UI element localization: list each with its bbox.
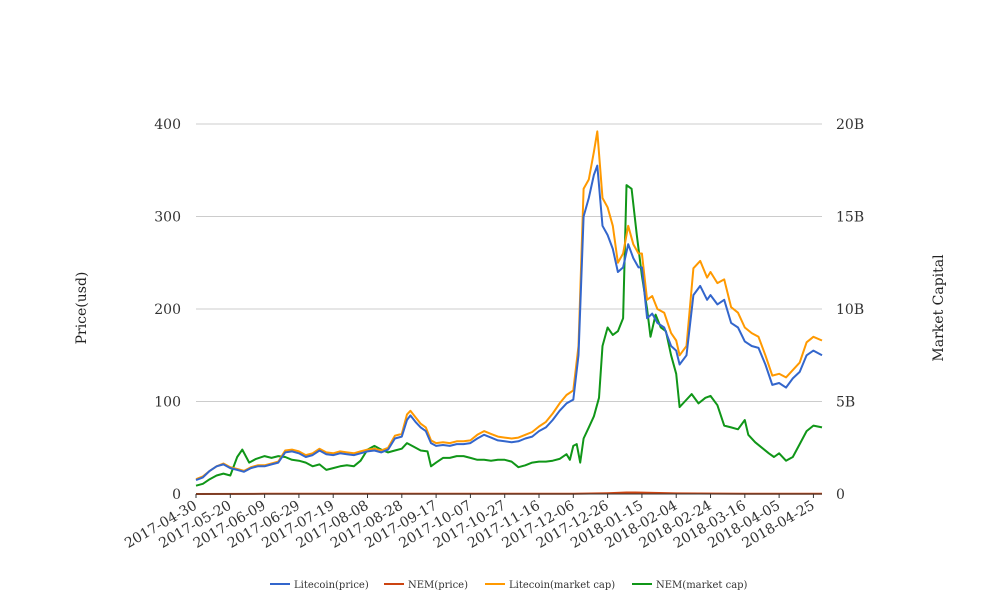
right-tick-label: 20B bbox=[836, 117, 864, 133]
left-tick-label: 200 bbox=[154, 302, 181, 318]
series-lines bbox=[195, 130, 823, 495]
right-axis-ticks: 0 5B 10B 15B 20B bbox=[836, 117, 864, 503]
left-tick-label: 100 bbox=[154, 395, 181, 411]
legend: Litecoin(price) NEM(price) Litecoin(market… bbox=[270, 580, 748, 591]
legend-label: NEM(price) bbox=[408, 580, 468, 591]
right-tick-label: 5B bbox=[836, 395, 855, 411]
right-tick-label: 10B bbox=[836, 302, 864, 318]
series-line-litecoin-market-cap bbox=[195, 130, 823, 481]
legend-label: Litecoin(price) bbox=[294, 580, 369, 591]
x-axis-ticks: 2017-04-302017-05-202017-06-092017-06-29… bbox=[122, 494, 817, 552]
gridlines bbox=[196, 123, 822, 402]
left-tick-label: 0 bbox=[172, 487, 181, 503]
left-axis-ticks: 0 100 200 300 400 bbox=[154, 117, 181, 503]
right-tick-label: 0 bbox=[836, 487, 845, 503]
legend-label: NEM(market cap) bbox=[656, 580, 748, 591]
left-axis-title: Price(usd) bbox=[74, 272, 90, 345]
right-tick-label: 15B bbox=[836, 210, 864, 226]
series-line-nem-market-cap bbox=[195, 184, 823, 487]
series-line-litecoin-price bbox=[195, 164, 823, 482]
left-tick-label: 300 bbox=[154, 210, 181, 226]
legend-label: Litecoin(market cap) bbox=[509, 580, 615, 591]
left-tick-label: 400 bbox=[154, 117, 181, 133]
right-axis-title: Market Capital bbox=[931, 254, 947, 362]
